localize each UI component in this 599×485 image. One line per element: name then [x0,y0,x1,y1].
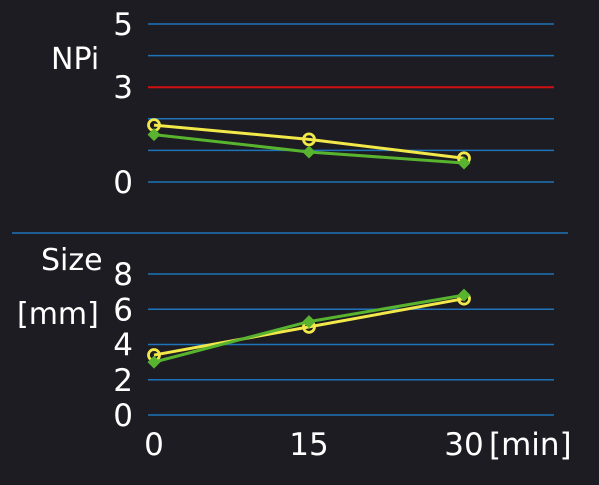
y-axis-label: NPi [51,42,99,77]
x-tick-label: 30 [444,427,483,463]
series-line [153,123,465,160]
x-axis-unit-label: [min] [489,427,572,463]
y-tick-label: 0 [113,398,133,434]
data-point-diamond [457,156,471,170]
data-point-diamond [457,288,471,302]
y-axis-label-line2: [mm] [17,297,99,332]
data-point-diamond [302,315,316,329]
data-point-diamond [147,355,161,369]
y-tick-label: 6 [113,292,133,328]
x-tick-label: 15 [289,427,328,463]
data-point-circle [302,132,316,147]
y-tick-label: 2 [113,363,133,399]
y-axis-label-line1: Size [41,243,103,278]
data-point-diamond [302,145,316,159]
x-tick-label: 0 [144,427,164,463]
npi-panel: 0 3 5 NPi [51,7,554,201]
x-axis: 0 15 30 [min] [144,427,572,463]
y-tick-label: 3 [113,70,133,106]
y-tick-label: 5 [113,7,133,43]
data-point-diamond [147,128,161,142]
y-tick-label: 0 [113,165,133,201]
y-tick-label: 4 [113,328,133,364]
y-tick-label: 8 [113,257,133,293]
